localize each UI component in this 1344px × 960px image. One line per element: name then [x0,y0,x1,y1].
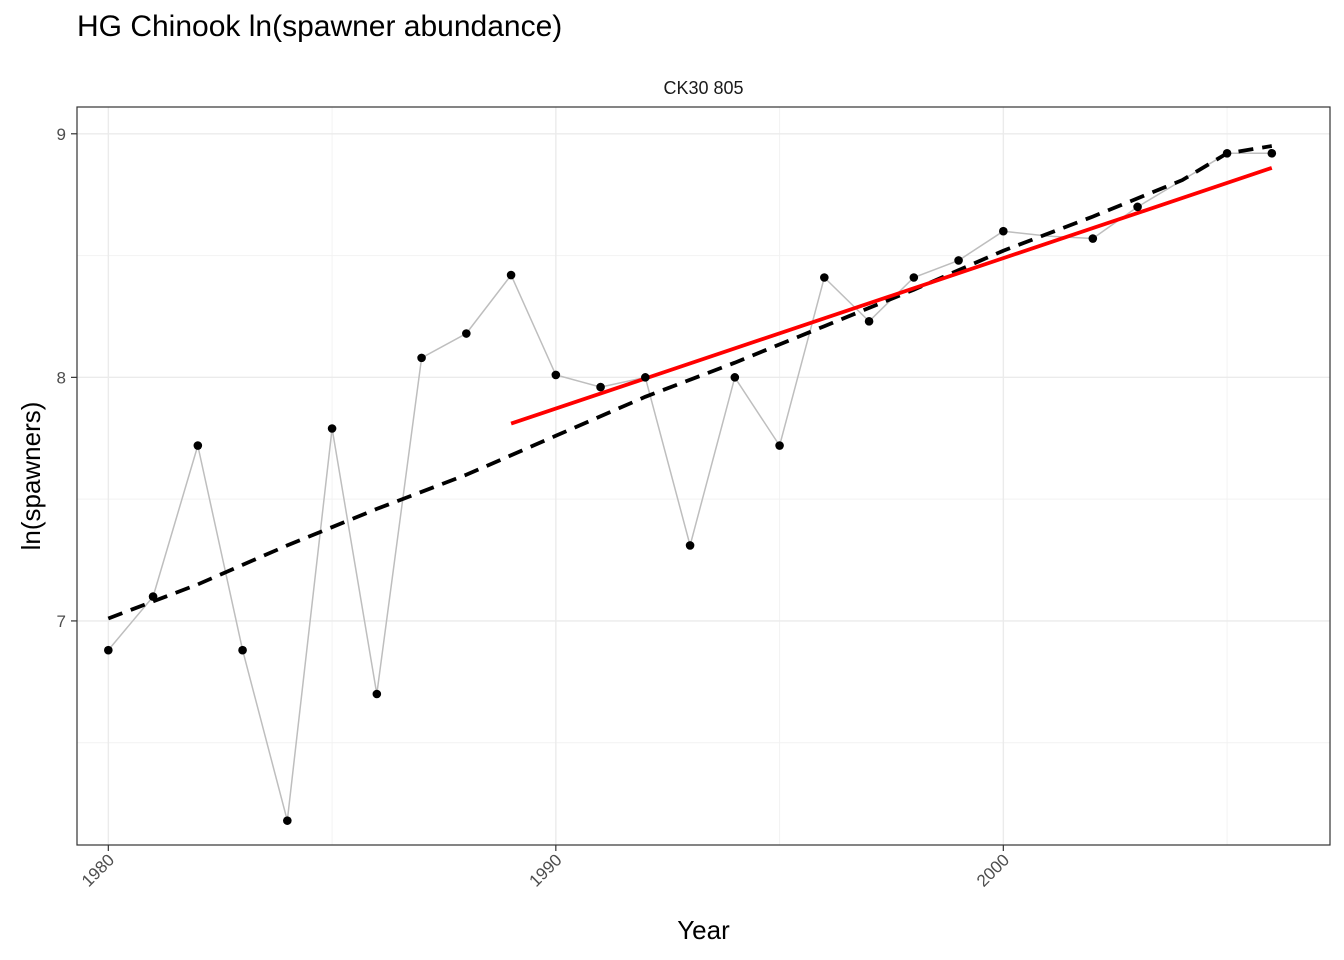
plot-panel [77,107,1330,845]
y-tick-label: 9 [57,125,66,144]
grid-lines [77,107,1330,845]
data-point [148,592,158,601]
x-tick-label: 1980 [78,850,118,890]
data-point [1088,234,1098,243]
dashed-trend-line [107,144,1273,621]
data-point [506,270,516,280]
data-point [685,541,695,550]
data-layer [104,144,1277,825]
data-point [238,645,247,655]
data-point [596,382,605,392]
x-tick-label: 1990 [525,850,565,890]
data-point [551,370,561,380]
data-point [641,373,650,382]
data-point [820,273,829,282]
y-tick-label: 7 [57,612,66,631]
data-point [1133,202,1142,212]
data-point [462,329,471,338]
data-point [327,424,337,433]
chart-title: HG Chinook ln(spawner abundance) [77,10,563,43]
red-trend-line [510,166,1273,426]
facet-strip-label: CK30 805 [663,78,743,98]
data-point [730,373,740,382]
data-point [1222,148,1232,158]
data-point [283,816,292,825]
data-point [864,317,874,326]
data-point [1267,148,1277,158]
data-point [775,441,784,450]
data-point [193,441,203,450]
data-point [954,256,963,265]
data-point [104,645,113,655]
data-point [417,353,426,363]
data-point [999,226,1008,236]
data-point [909,273,919,282]
x-axis-title: Year [677,915,730,945]
y-axis-title: ln(spawners) [16,402,46,551]
plot-border [76,106,1331,846]
data-point [372,689,382,699]
x-tick-label: 2000 [973,850,1013,890]
y-tick-label: 8 [57,368,66,387]
